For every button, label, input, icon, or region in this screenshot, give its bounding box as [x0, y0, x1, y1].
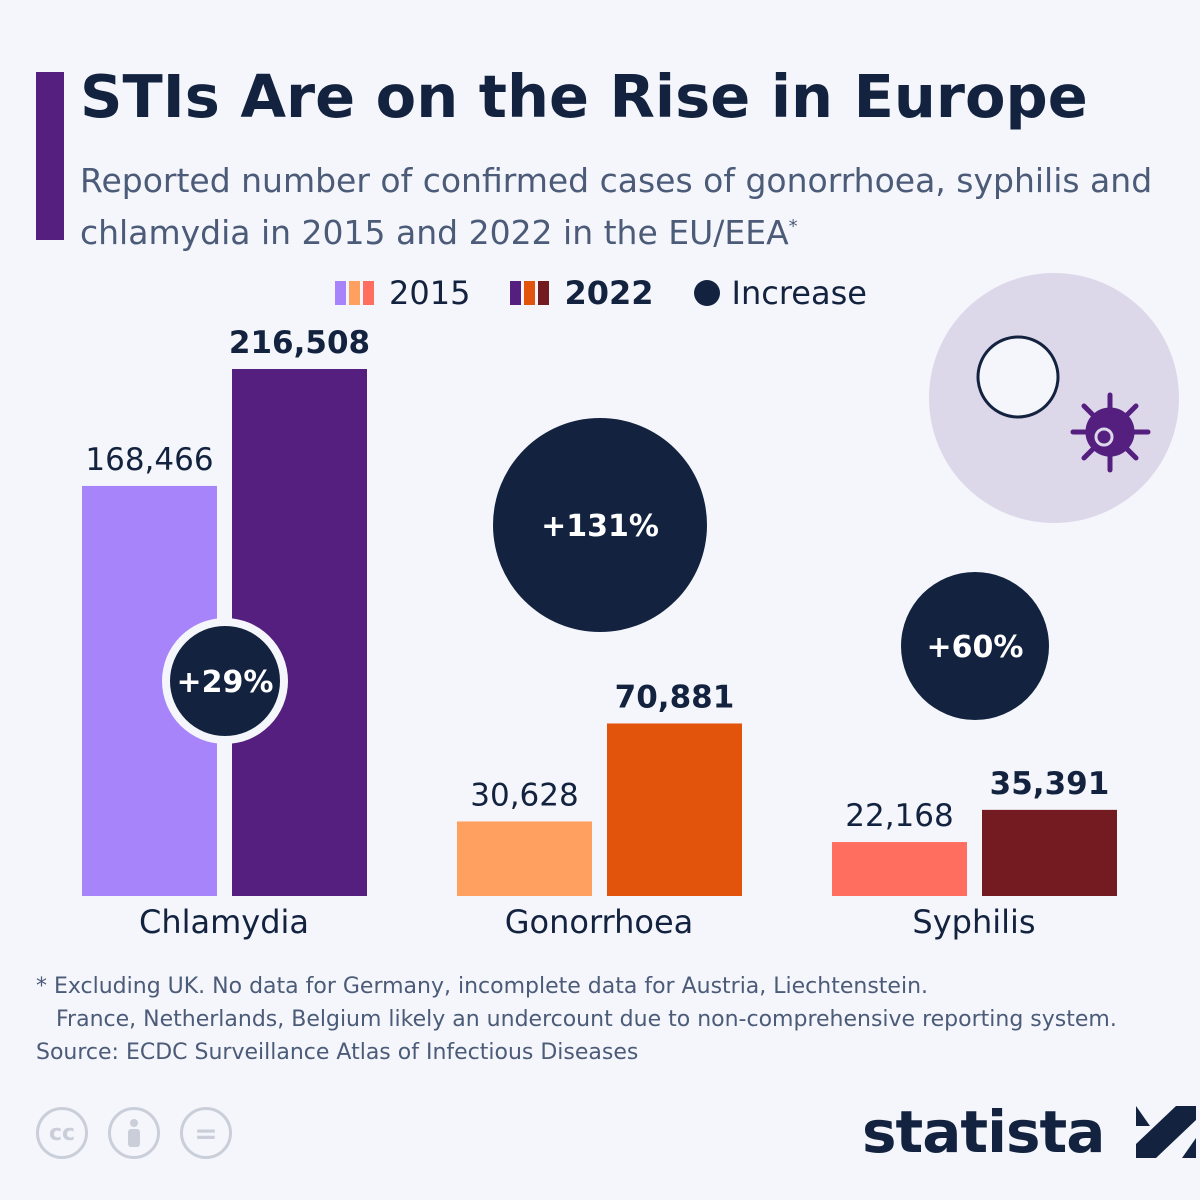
value-label-chlamydia-2015: 168,466 [85, 442, 213, 478]
footnote-line-1: * Excluding UK. No data for Germany, inc… [36, 974, 928, 999]
legend-swatch-2015-chlamydia [335, 281, 346, 305]
chart-subtitle: Reported number of confirmed cases of go… [80, 158, 1180, 256]
increase-bubble-gonorrhoea [493, 418, 707, 632]
value-label-chlamydia-2022: 216,508 [229, 325, 370, 361]
legend: 2015 2022 Increase [335, 274, 867, 312]
category-label-syphilis: Syphilis [912, 903, 1035, 941]
category-label-gonorrhoea: Gonorrhoea [505, 903, 694, 941]
value-label-gonorrhoea-2022: 70,881 [615, 679, 735, 715]
increase-label-gonorrhoea: +131% [541, 509, 659, 544]
legend-label-increase: Increase [731, 274, 867, 312]
virus-outline-icon [976, 335, 1060, 419]
bar-gonorrhoea-2015 [457, 821, 592, 896]
increase-label-syphilis: +60% [927, 630, 1024, 665]
footnote: * Excluding UK. No data for Germany, inc… [36, 970, 1176, 1036]
virus-illustration [929, 273, 1179, 523]
no-derivatives-icon[interactable]: = [180, 1107, 232, 1159]
chart-title: STIs Are on the Rise in Europe [80, 62, 1088, 131]
person-icon [128, 1119, 140, 1147]
illustration-circle [929, 273, 1179, 523]
bar-gonorrhoea-2022 [607, 723, 742, 896]
source: Source: ECDC Surveillance Atlas of Infec… [36, 1040, 639, 1065]
legend-swatch-2022-syphilis [538, 281, 550, 305]
legend-swatch-2015-syphilis [363, 281, 374, 305]
legend-swatch-2015-gonorrhoea [349, 281, 360, 305]
value-label-gonorrhoea-2015: 30,628 [470, 777, 578, 813]
subtitle-text: Reported number of confirmed cases of go… [80, 161, 1153, 252]
legend-increase-dot [693, 280, 720, 306]
category-label-chlamydia: Chlamydia [139, 903, 309, 941]
logo-text: statista [862, 1098, 1105, 1166]
footnote-mark: * [788, 216, 798, 237]
legend-label-2022: 2022 [564, 274, 654, 312]
bar-syphilis-2015 [832, 842, 967, 896]
increase-bubble-chlamydia [170, 626, 280, 736]
legend-swatch-2022-chlamydia [510, 281, 522, 305]
bar-syphilis-2022 [982, 809, 1117, 896]
statista-logo[interactable]: statista [862, 1098, 1196, 1166]
statista-logo-mark-icon [1135, 1106, 1196, 1158]
increase-label-chlamydia: +29% [177, 665, 274, 700]
cc-icon-text: cc [48, 1120, 76, 1146]
legend-label-2015: 2015 [389, 274, 471, 312]
value-label-syphilis-2022: 35,391 [990, 766, 1110, 802]
footnote-line-2: France, Netherlands, Belgium likely an u… [56, 1007, 1117, 1032]
bacteria-icon [1070, 392, 1151, 473]
legend-swatch-2022-gonorrhoea [524, 281, 536, 305]
cc-icon[interactable]: cc [36, 1107, 88, 1159]
nd-icon-text: = [194, 1116, 218, 1150]
value-label-syphilis-2015: 22,168 [845, 798, 953, 834]
attribution-icon[interactable] [108, 1107, 160, 1159]
increase-bubble-syphilis [901, 572, 1049, 720]
title-accent-bar [36, 72, 64, 240]
